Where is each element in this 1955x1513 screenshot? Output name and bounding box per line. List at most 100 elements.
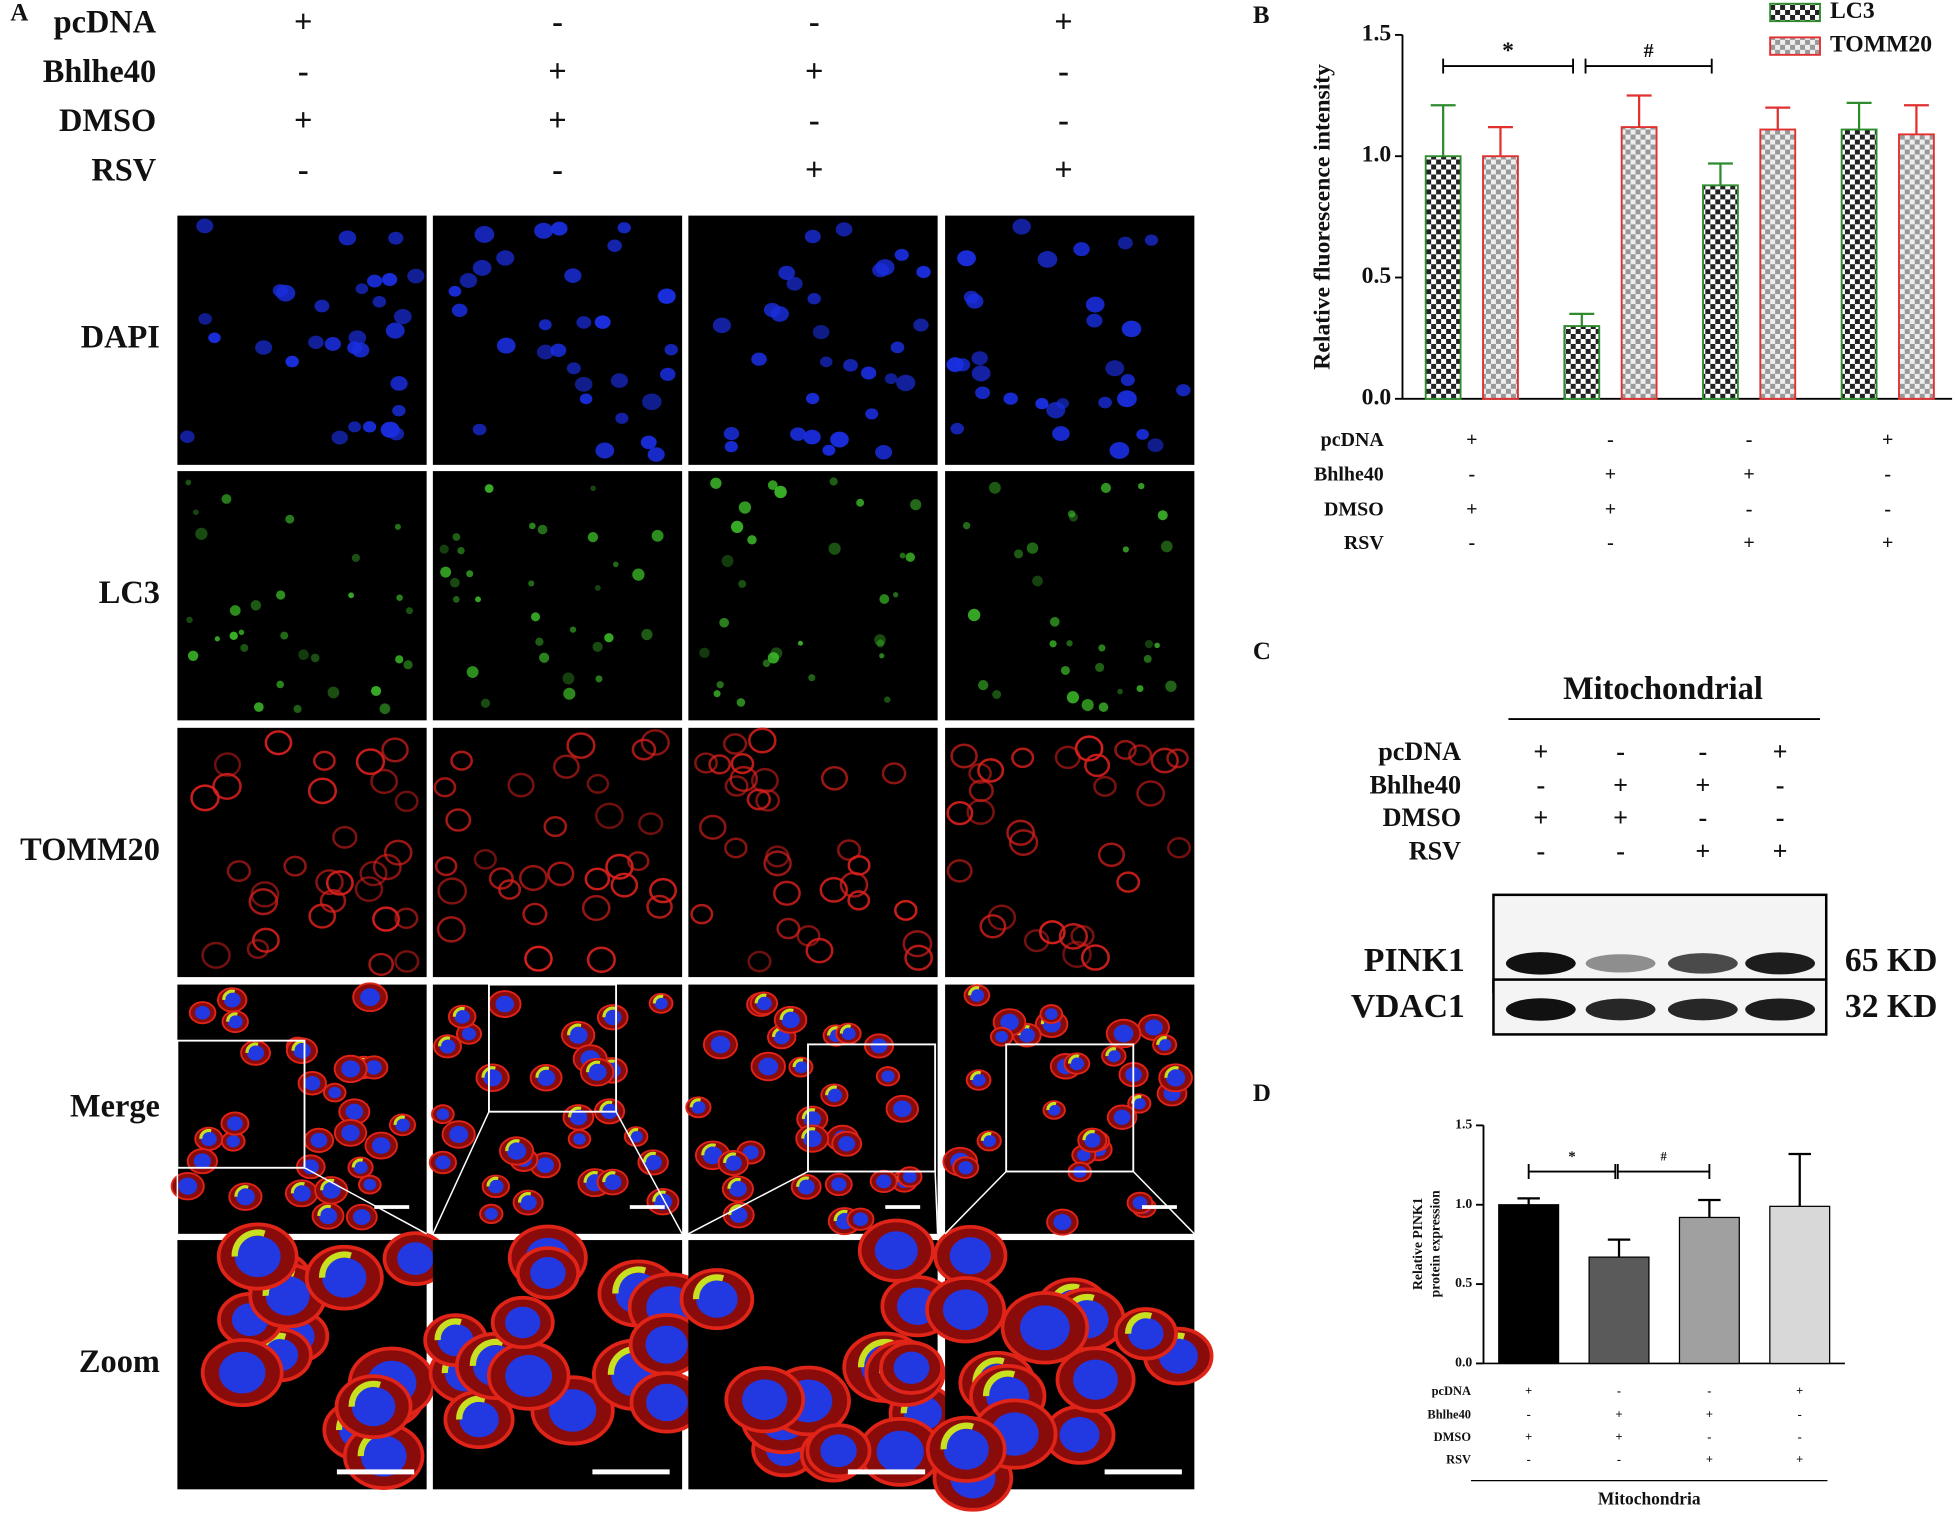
lc3-arc xyxy=(612,1266,647,1294)
nucleus xyxy=(896,374,916,392)
condition-sign: - xyxy=(1884,464,1891,486)
nucleus xyxy=(381,273,398,286)
lc3-arc xyxy=(1125,1312,1153,1334)
nucleus xyxy=(751,352,767,366)
nucleus xyxy=(506,1142,527,1160)
lc3-arc xyxy=(456,1395,486,1420)
nucleus xyxy=(355,283,369,295)
lc3-arc xyxy=(1156,1036,1168,1045)
mito-ring xyxy=(552,754,580,779)
mito-ring xyxy=(646,894,673,919)
mito-ring xyxy=(950,743,978,769)
lc3-arc xyxy=(779,1008,794,1020)
mito-ring xyxy=(690,903,714,925)
nucleus xyxy=(474,226,495,243)
mito-ring xyxy=(698,814,727,840)
condition-sign: + xyxy=(1613,803,1628,832)
nucleus xyxy=(881,1070,895,1083)
mito-ring xyxy=(820,765,849,791)
nucleus xyxy=(392,405,406,417)
lc3-puncta xyxy=(1014,549,1024,559)
mito-ring xyxy=(902,930,933,958)
lc3-arc xyxy=(602,1006,616,1018)
micrograph xyxy=(679,1218,958,1490)
lc3-puncta xyxy=(590,485,596,492)
lc3-puncta xyxy=(978,679,989,691)
lc3-puncta xyxy=(876,639,885,648)
sig-bracket xyxy=(1584,58,1713,74)
significance: # xyxy=(1660,1150,1667,1164)
lc3-puncta xyxy=(828,542,841,555)
mito-ring xyxy=(190,784,220,812)
nucleus xyxy=(573,1133,586,1145)
panel-label: D xyxy=(1253,1080,1271,1107)
lc3-puncta xyxy=(1144,640,1154,649)
lc3-arc xyxy=(452,1006,465,1017)
lc3-puncta xyxy=(988,481,1001,494)
scale-bar xyxy=(1142,1205,1177,1209)
lc3-puncta xyxy=(892,592,899,598)
nucleus xyxy=(646,1383,688,1422)
mito-ring xyxy=(1062,940,1092,968)
blot-frame xyxy=(1492,893,1828,994)
lc3-arc xyxy=(983,1370,1016,1397)
nucleus xyxy=(193,1153,212,1169)
lc3-arc xyxy=(689,1098,702,1108)
lc3-arc xyxy=(583,1171,599,1183)
lc3-puncta xyxy=(762,659,771,668)
mito-ring xyxy=(359,860,388,887)
lc3-arc xyxy=(1067,1054,1080,1064)
condition-sign: + xyxy=(1615,1430,1622,1444)
nucleus xyxy=(617,222,631,234)
lc3-puncta xyxy=(1098,702,1109,712)
mito-ring xyxy=(445,808,472,832)
bar xyxy=(1898,133,1935,400)
nucleus xyxy=(496,250,515,266)
mito-ring xyxy=(394,950,420,973)
mito-ring xyxy=(1166,748,1189,769)
micrograph xyxy=(428,984,683,1234)
nucleus xyxy=(1037,251,1058,268)
nucleus xyxy=(568,1026,588,1044)
mito-ring xyxy=(904,944,934,971)
nucleus xyxy=(957,250,976,267)
nucleus xyxy=(1176,384,1191,397)
nucleus xyxy=(293,1042,311,1059)
image-bg xyxy=(177,471,427,721)
blot-band xyxy=(1667,953,1738,974)
lc3-arc xyxy=(1105,1047,1117,1057)
lc3-arc xyxy=(839,1024,852,1034)
condition-sign: - xyxy=(1058,103,1069,139)
lc3-puncta xyxy=(632,568,645,581)
lc3-puncta xyxy=(395,655,404,664)
zoom-line xyxy=(304,1167,427,1235)
lc3-puncta xyxy=(439,544,449,554)
lc3-puncta xyxy=(449,577,460,588)
lc3-puncta xyxy=(710,477,722,489)
lc3-arc xyxy=(245,1042,259,1054)
nucleus xyxy=(536,344,555,360)
mito-ring xyxy=(283,855,307,877)
nucleus xyxy=(569,1109,588,1126)
error-bar xyxy=(1569,312,1595,327)
nucleus xyxy=(831,1177,847,1192)
condition-sign: + xyxy=(1613,771,1628,800)
lc3-puncta xyxy=(1157,510,1168,521)
sig-bracket xyxy=(1442,58,1575,74)
lc3-arc xyxy=(1164,1066,1179,1078)
lc3-arc xyxy=(701,1143,717,1156)
condition-sign: - xyxy=(1536,771,1545,800)
sig-bracket xyxy=(1527,1164,1617,1179)
nucleus xyxy=(1019,1305,1070,1351)
nucleus xyxy=(946,357,964,372)
micrograph xyxy=(177,471,427,721)
nucleus xyxy=(195,1005,211,1020)
condition-sign: - xyxy=(1607,429,1614,451)
nucleus xyxy=(328,1086,342,1099)
inset-box xyxy=(488,983,618,1113)
error-bar xyxy=(1846,101,1872,130)
zoom-line xyxy=(934,1171,939,1234)
nucleus xyxy=(702,1146,723,1165)
y-tick-label: 0.0 xyxy=(1455,1355,1472,1370)
condition-name: Bhlhe40 xyxy=(1314,464,1384,486)
